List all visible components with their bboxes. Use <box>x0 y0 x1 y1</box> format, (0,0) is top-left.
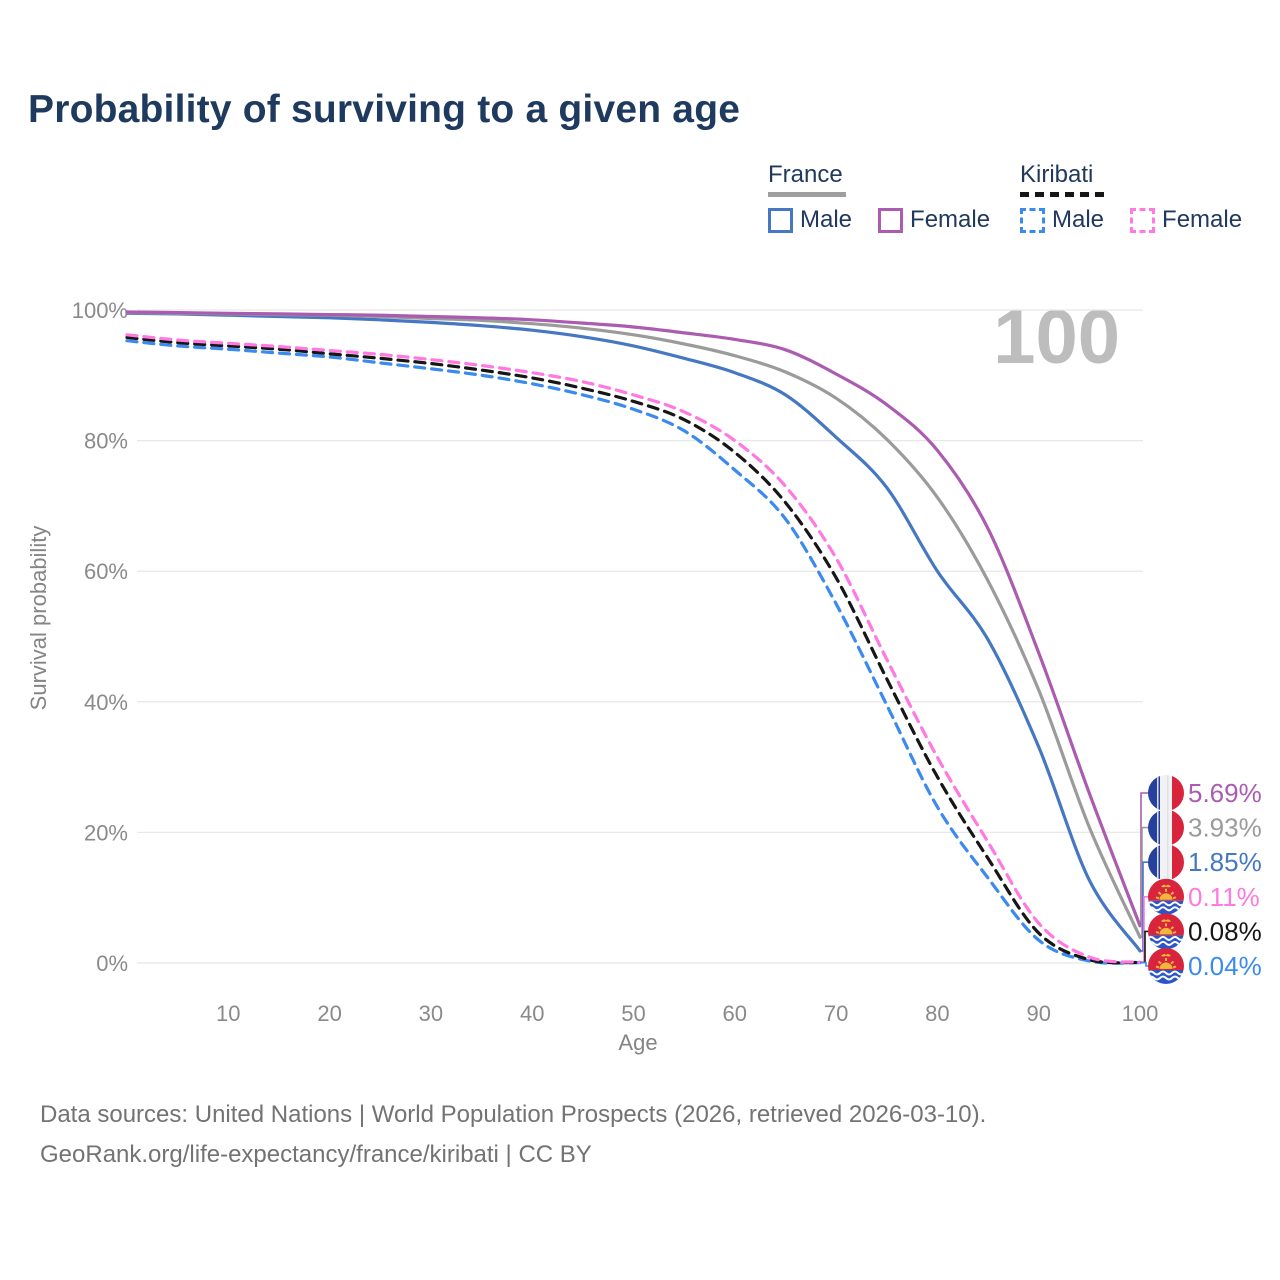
x-tick-label: 30 <box>419 1001 443 1026</box>
y-tick-label: 100% <box>72 298 128 323</box>
x-tick-label: 20 <box>317 1001 341 1026</box>
footer: Data sources: United Nations | World Pop… <box>40 1095 986 1175</box>
x-tick-label: 70 <box>824 1001 848 1026</box>
series-line-france-both-sexes <box>125 311 1142 939</box>
kiribati-flag-icon <box>1148 913 1184 949</box>
y-tick-label: 20% <box>84 820 128 845</box>
legend-swatch-france-male <box>768 207 793 233</box>
france-flag-icon <box>1148 775 1184 811</box>
end-value-label-france-male: 1.85% <box>1188 847 1262 877</box>
footer-attribution: GeoRank.org/life-expectancy/france/kirib… <box>40 1141 592 1168</box>
legend-swatch-kiribati-male <box>1020 207 1045 233</box>
end-value-label-kiribati-female: 0.11% <box>1188 882 1260 912</box>
series-line-kiribati-female <box>125 333 1142 964</box>
end-value-label-kiribati-both-sexes: 0.08% <box>1188 916 1262 946</box>
legend-label-kiribati-female: Female <box>1162 206 1243 233</box>
page-title: Probability of surviving to a given age <box>28 88 741 131</box>
x-tick-label: 90 <box>1026 1001 1050 1026</box>
legend-swatch-france-female <box>878 207 904 233</box>
legend-item-france-female[interactable]: Female <box>878 206 990 234</box>
y-tick-label: 60% <box>84 559 128 584</box>
legend-group-kiribati: Kiribati Male Female <box>1020 161 1242 234</box>
series-line-france-male <box>125 311 1142 953</box>
y-axis-title: Survival probability <box>26 526 51 711</box>
france-flag-icon <box>1148 844 1184 880</box>
series-line-kiribati-male <box>125 339 1142 965</box>
x-tick-label: 60 <box>723 1001 747 1026</box>
x-tick-label: 50 <box>621 1001 645 1026</box>
y-tick-label: 0% <box>96 951 128 976</box>
legend-title-kiribati[interactable]: Kiribati <box>1020 161 1094 188</box>
legend-title-france[interactable]: France <box>768 161 843 188</box>
legend-label-kiribati-male: Male <box>1052 206 1105 233</box>
end-value-label-france-both-sexes: 3.93% <box>1188 813 1262 843</box>
end-value-label-france-female: 5.69% <box>1188 778 1262 808</box>
france-flag-icon <box>1148 810 1184 846</box>
legend-item-kiribati-male[interactable]: Male <box>1020 206 1104 234</box>
x-tick-label: 100 <box>1122 1001 1159 1026</box>
x-axis-title: Age <box>618 1030 657 1055</box>
y-tick-label: 40% <box>84 690 128 715</box>
legend-item-france-male[interactable]: Male <box>768 206 852 234</box>
legend-underline-kiribati <box>1020 192 1106 197</box>
legend-swatch-kiribati-female <box>1130 207 1156 233</box>
end-label-connector-france-female <box>1140 792 1148 927</box>
series-line-kiribati-both-sexes <box>125 335 1142 965</box>
series-line-france-female <box>125 310 1142 928</box>
x-tick-label: 10 <box>216 1001 240 1026</box>
end-label-connector-france-both-sexes <box>1140 826 1148 939</box>
hover-age-watermark: 100 <box>993 295 1120 380</box>
legend-item-kiribati-female[interactable]: Female <box>1130 206 1242 234</box>
end-label-connector-france-male <box>1140 861 1148 952</box>
legend-underline-france <box>768 192 846 197</box>
kiribati-flag-icon <box>1148 948 1184 984</box>
legend-label-france-male: Male <box>800 206 853 233</box>
plot-area[interactable]: 0% 20% 40% 60% 80% 100% 10 20 30 40 50 60 70 80 90 100 5… <box>72 298 1262 1026</box>
kiribati-flag-icon <box>1148 879 1184 915</box>
x-tick-label: 40 <box>520 1001 544 1026</box>
footer-data-sources: Data sources: United Nations | World Pop… <box>40 1101 987 1128</box>
y-tick-label: 80% <box>84 429 128 454</box>
end-label-connector-kiribati-male <box>1140 961 1148 967</box>
legend-label-france-female: Female <box>910 206 991 233</box>
end-value-label-kiribati-male: 0.04% <box>1188 951 1262 981</box>
legend-group-france: France Male Female <box>768 161 990 234</box>
x-tick-label: 80 <box>925 1001 949 1026</box>
